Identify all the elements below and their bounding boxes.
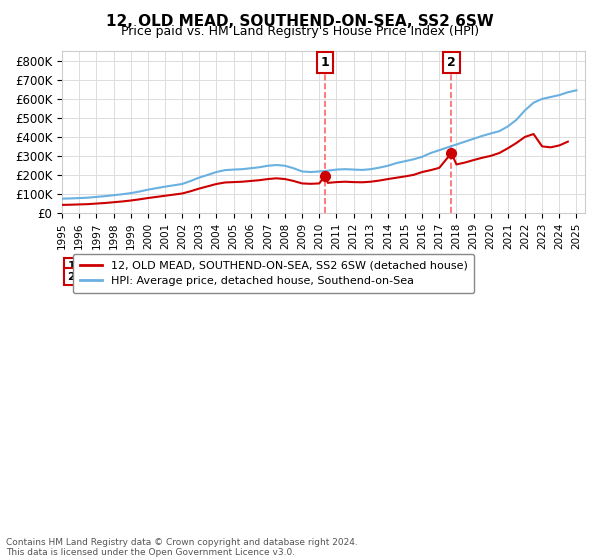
Text: 15-SEP-2017: 15-SEP-2017 (109, 272, 184, 282)
Text: 2: 2 (67, 272, 75, 282)
Text: 1: 1 (320, 56, 329, 69)
Text: £315,000: £315,000 (261, 272, 315, 282)
Text: £195,000: £195,000 (261, 261, 315, 271)
Legend: 12, OLD MEAD, SOUTHEND-ON-SEA, SS2 6SW (detached house), HPI: Average price, det: 12, OLD MEAD, SOUTHEND-ON-SEA, SS2 6SW (… (73, 254, 474, 293)
Text: 1: 1 (67, 261, 75, 271)
Text: 37% ↓ HPI: 37% ↓ HPI (376, 261, 437, 271)
Text: Price paid vs. HM Land Registry's House Price Index (HPI): Price paid vs. HM Land Registry's House … (121, 25, 479, 38)
Text: 38% ↓ HPI: 38% ↓ HPI (376, 272, 437, 282)
Text: Contains HM Land Registry data © Crown copyright and database right 2024.
This d: Contains HM Land Registry data © Crown c… (6, 538, 358, 557)
Text: 2: 2 (447, 56, 456, 69)
Text: 30-APR-2010: 30-APR-2010 (109, 261, 184, 271)
Text: 12, OLD MEAD, SOUTHEND-ON-SEA, SS2 6SW: 12, OLD MEAD, SOUTHEND-ON-SEA, SS2 6SW (106, 14, 494, 29)
